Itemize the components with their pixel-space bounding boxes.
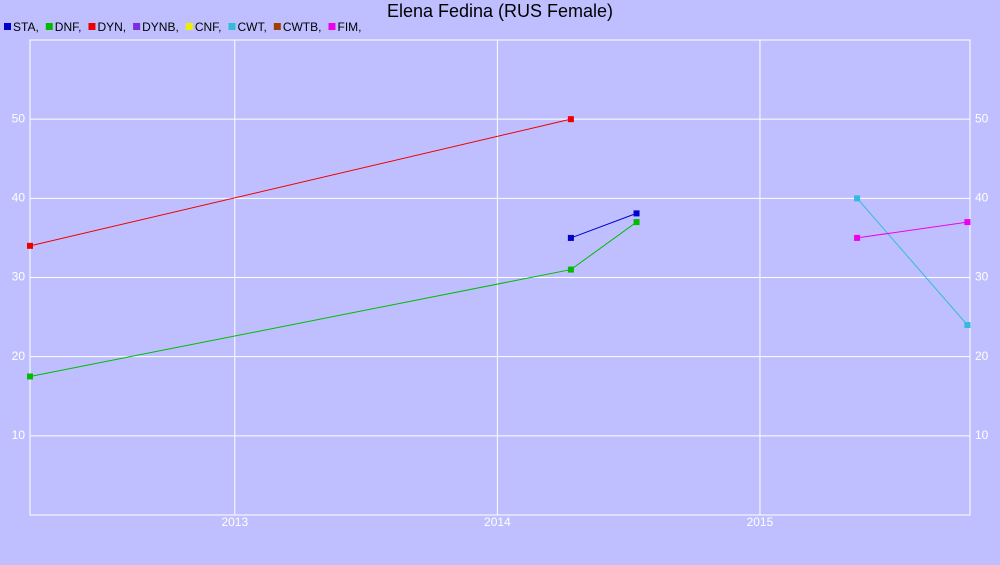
legend-swatch (228, 23, 236, 30)
y2-tick-label: 20 (975, 349, 989, 363)
point (964, 322, 971, 328)
y-tick-label: 40 (12, 191, 26, 205)
y-tick-label: 50 (12, 111, 26, 125)
legend-label: CWT, (237, 20, 266, 34)
point (854, 195, 861, 202)
series-line (29, 118, 572, 247)
point (633, 210, 640, 217)
y-tick-label: 20 (12, 349, 26, 363)
x-tick-label: 2013 (221, 515, 248, 529)
legend-label: STA, (13, 20, 39, 34)
y2-tick-label: 50 (975, 111, 989, 125)
chart-title: Elena Fedina (RUS Female) (387, 1, 613, 21)
y2-tick-label: 30 (975, 270, 989, 284)
series-line (856, 198, 968, 326)
legend-label: FIM, (337, 20, 361, 34)
point (567, 234, 574, 241)
point (964, 219, 971, 226)
legend-swatch (88, 23, 96, 30)
y2-tick-label: 10 (975, 428, 989, 442)
point (854, 234, 861, 241)
legend-label: DYNB, (142, 20, 179, 34)
legend-label: DNF, (55, 20, 82, 34)
series-line (857, 221, 968, 239)
series-line (29, 221, 637, 377)
legend-label: DYN, (97, 20, 126, 34)
x-tick-label: 2014 (484, 515, 511, 529)
y-tick-label: 30 (12, 270, 26, 284)
point (567, 266, 574, 273)
legend-swatch (273, 23, 281, 30)
y-tick-label: 10 (12, 428, 26, 442)
legend-swatch (133, 23, 141, 30)
legend-swatch (328, 23, 336, 30)
point (567, 116, 574, 123)
legend-swatch (185, 23, 193, 30)
point (27, 373, 33, 380)
legend-label: CWTB, (283, 20, 322, 34)
legend-swatch (45, 23, 53, 30)
y2-tick-label: 40 (975, 191, 989, 205)
point (27, 242, 33, 249)
series-line (570, 212, 637, 239)
legend-label: CNF, (195, 20, 222, 34)
x-tick-label: 2015 (747, 515, 774, 529)
point (633, 219, 640, 226)
legend-swatch (4, 23, 11, 30)
